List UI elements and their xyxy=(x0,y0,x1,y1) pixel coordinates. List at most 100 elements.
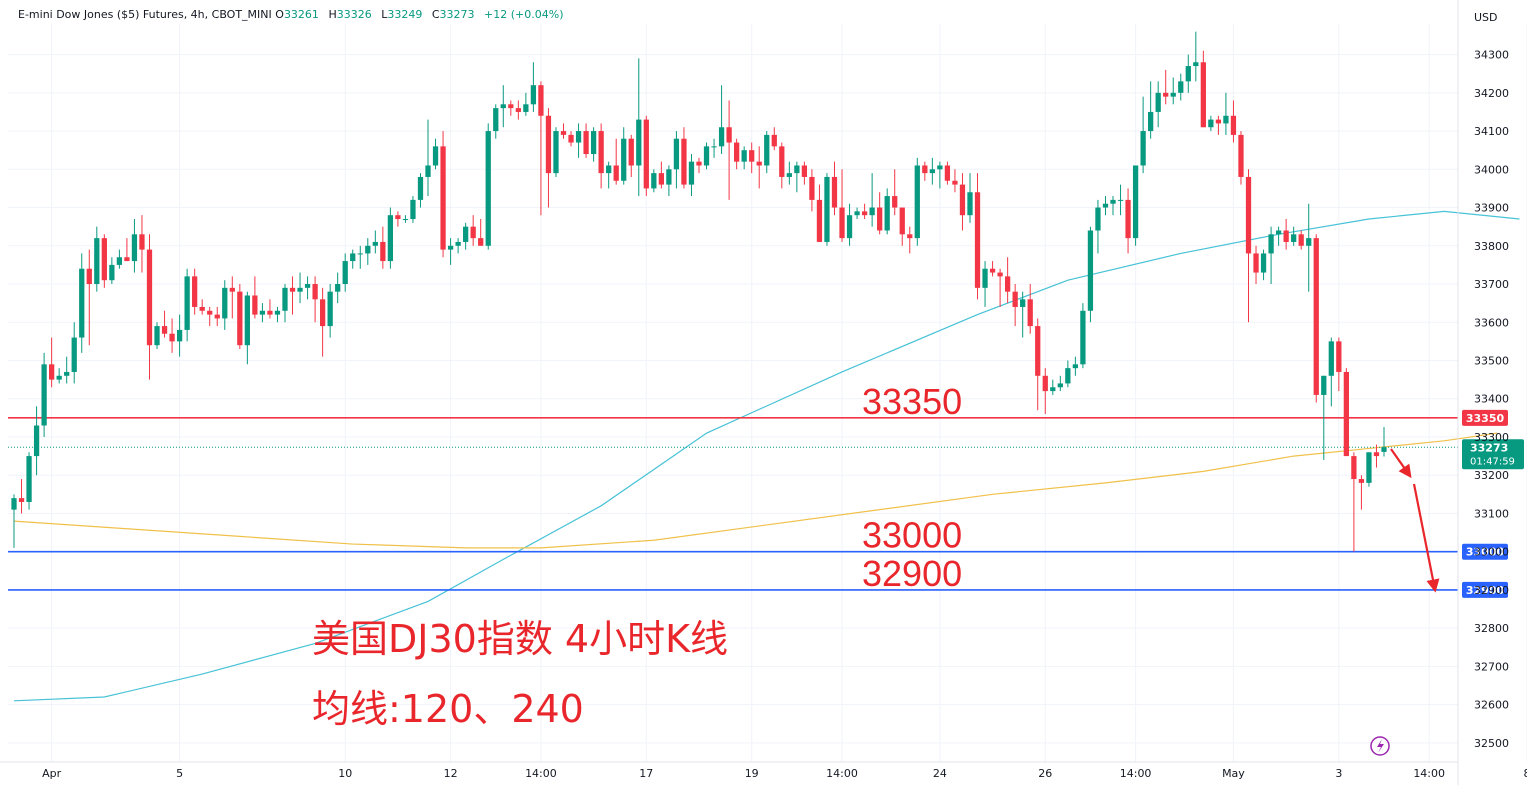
candle-body xyxy=(643,119,649,189)
y-tick-label: 33500 xyxy=(1474,354,1509,367)
candle-body xyxy=(711,146,717,148)
candle-body xyxy=(1163,92,1169,97)
x-tick-label: 8 xyxy=(1524,767,1527,780)
x-tick-label: 14:00 xyxy=(826,767,858,780)
candle-body xyxy=(929,169,935,174)
candle-body xyxy=(1208,119,1214,128)
candle-body xyxy=(463,226,469,242)
candle-body xyxy=(214,314,220,319)
candle-body xyxy=(628,138,634,166)
candle-body xyxy=(771,134,777,147)
candle-body xyxy=(447,245,454,250)
resistance-tag xyxy=(1462,409,1508,426)
candle-body xyxy=(1238,134,1244,177)
x-tick-label: 12 xyxy=(444,767,458,780)
candle-body xyxy=(651,173,657,189)
resistance-tag-label: 33350 xyxy=(1466,412,1505,425)
open-value: 33261 xyxy=(283,8,319,21)
candle-body xyxy=(199,306,205,311)
candle-body xyxy=(568,134,574,143)
x-tick-label: May xyxy=(1222,767,1245,780)
candle-body xyxy=(997,272,1003,277)
candle-body xyxy=(470,226,476,239)
currency-label: USD xyxy=(1474,11,1498,24)
price-axis[interactable]: 32500 32600 32700 32800 32900 33000 33100 33200… xyxy=(1457,0,1509,785)
y-tick-label: 33900 xyxy=(1474,202,1509,215)
candle-body xyxy=(606,165,612,174)
candle-body xyxy=(538,85,544,116)
candle-body xyxy=(1193,62,1199,67)
y-tick-label: 32600 xyxy=(1474,699,1509,712)
low-value: 33249 xyxy=(387,8,423,21)
support-2-annotation: 32900 xyxy=(862,553,962,594)
candle-body xyxy=(688,161,695,185)
candle-body xyxy=(478,238,484,246)
candle-body xyxy=(485,131,491,246)
y-tick-label: 32900 xyxy=(1474,584,1509,597)
candle-body xyxy=(1185,66,1191,82)
candle-body xyxy=(846,215,853,239)
candle-body xyxy=(192,276,198,307)
candle-body xyxy=(831,176,838,208)
candle-body xyxy=(365,245,371,254)
chart-annotation-title: 美国DJ30指数 4小时K线 xyxy=(312,617,728,661)
candle-body xyxy=(244,295,250,346)
y-tick-label: 33000 xyxy=(1474,546,1509,559)
x-tick-label: 24 xyxy=(933,767,947,780)
candle-body xyxy=(583,131,589,155)
candle-body xyxy=(515,108,521,112)
candle-body xyxy=(417,176,424,200)
candle-body xyxy=(259,310,266,315)
y-tick-label: 33600 xyxy=(1474,316,1509,329)
grid xyxy=(8,24,1527,762)
last-price-value: 33273 xyxy=(1470,441,1508,454)
candle-body xyxy=(1027,299,1033,327)
candle-body xyxy=(402,219,409,221)
candle-body xyxy=(267,310,273,315)
candle-body xyxy=(33,425,40,457)
candle-body xyxy=(146,249,153,346)
candle-body xyxy=(154,326,160,346)
close-label: C xyxy=(431,8,440,21)
candle-body xyxy=(1072,364,1079,369)
candle-body xyxy=(590,131,597,155)
candle-body xyxy=(1268,234,1274,254)
candle-body xyxy=(184,276,190,330)
candle-body xyxy=(749,150,755,162)
candle-body xyxy=(1110,199,1116,204)
lightning-icon-bolt xyxy=(1377,739,1384,753)
x-tick-label: 14:00 xyxy=(1413,767,1445,780)
change-value: +12 (+0.04%) xyxy=(484,8,564,21)
candle-body xyxy=(425,165,431,177)
candle-body xyxy=(681,138,687,185)
candle-body xyxy=(41,364,47,426)
x-tick-label: 14:00 xyxy=(525,767,557,780)
y-tick-label: 34100 xyxy=(1474,125,1509,138)
candle-body xyxy=(124,257,130,262)
support-1-annotation: 33000 xyxy=(862,515,962,556)
time-axis[interactable]: Apr 5 10 12 14:00 17 19 14:00 24 26 14:00 May 3 14:00… xyxy=(0,761,1527,780)
candle-body xyxy=(764,134,770,166)
candle-body xyxy=(696,161,702,166)
candle-body xyxy=(372,241,378,246)
moving-averages xyxy=(13,210,1520,702)
candle-body xyxy=(101,238,107,281)
candle-body xyxy=(944,165,951,181)
candle-body xyxy=(1223,115,1229,124)
candle-body xyxy=(1065,368,1071,384)
candle-body xyxy=(553,131,559,174)
candle-body xyxy=(869,207,875,216)
candle-body xyxy=(327,291,333,327)
support-2-tag-label: 32900 xyxy=(1466,584,1505,597)
candle-body xyxy=(139,234,145,250)
candle-body xyxy=(741,150,747,162)
symbol-header: E-mini Dow Jones ($5) Futures, 4h, CBOT_… xyxy=(18,8,570,21)
candle-body xyxy=(109,264,115,281)
candle-body xyxy=(786,173,792,177)
candle-body xyxy=(1080,310,1086,365)
candle-body xyxy=(207,310,213,315)
candle-body xyxy=(18,498,25,502)
candle-body xyxy=(161,326,168,334)
candle-body xyxy=(621,138,627,181)
